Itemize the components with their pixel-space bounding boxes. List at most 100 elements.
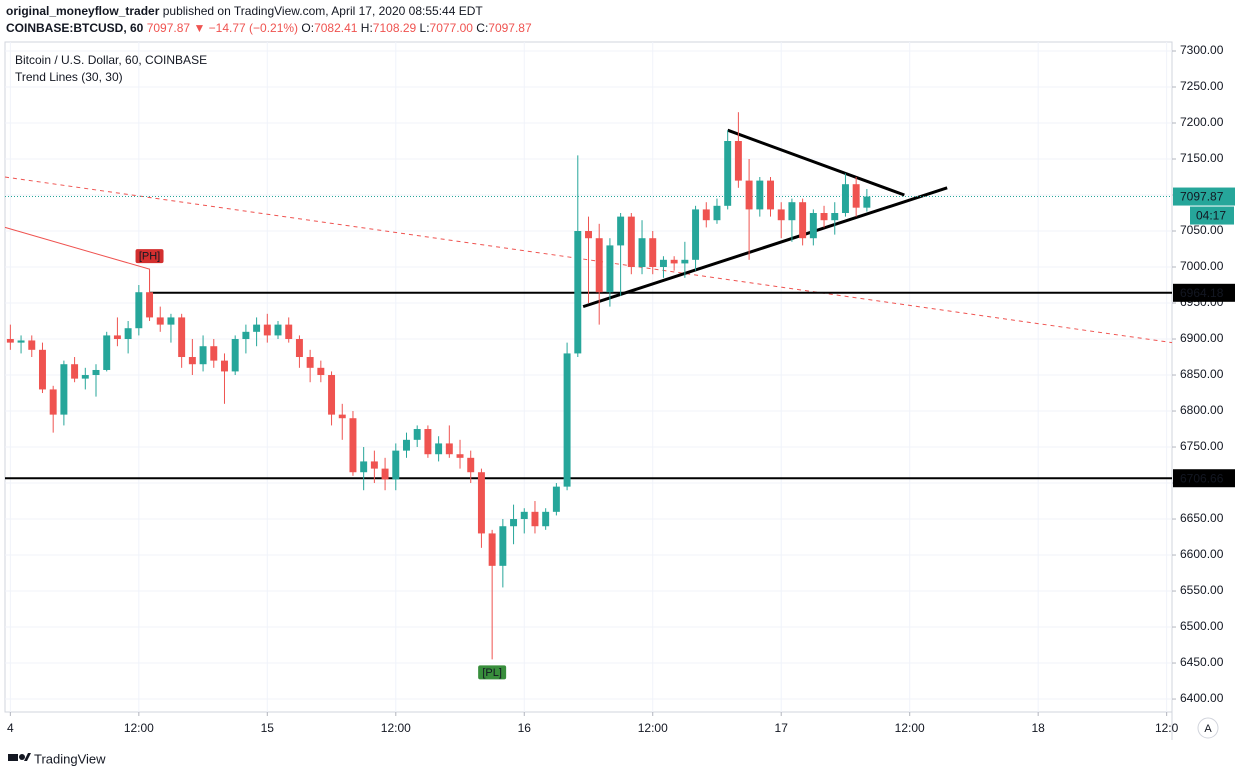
ohlc-3-key: C: bbox=[476, 21, 489, 35]
candle-body bbox=[724, 141, 732, 206]
candle-body bbox=[242, 331, 250, 340]
candle-body bbox=[92, 369, 100, 376]
candle-body bbox=[467, 457, 475, 473]
annotation-label: [PL] bbox=[482, 667, 502, 679]
candle-body bbox=[413, 429, 421, 440]
y-tick-label: 6450.00 bbox=[1180, 655, 1224, 669]
candle-body bbox=[681, 259, 689, 264]
y-tick-label: 7150.00 bbox=[1180, 151, 1224, 165]
candle-body bbox=[841, 184, 849, 214]
candle-body bbox=[595, 238, 603, 293]
candle-body bbox=[103, 335, 111, 370]
candle-body bbox=[306, 357, 314, 368]
last-price-label: 7097.87 bbox=[1180, 190, 1224, 204]
published: published on TradingView.com, April 17, … bbox=[162, 4, 483, 18]
y-tick-label: 6600.00 bbox=[1180, 547, 1224, 561]
y-tick-label: 7000.00 bbox=[1180, 259, 1224, 273]
y-tick-label: 7250.00 bbox=[1180, 79, 1224, 93]
candle-body bbox=[552, 486, 560, 512]
candle-body bbox=[328, 375, 336, 415]
plot-frame bbox=[4, 41, 1173, 713]
last-price: 7097.87 bbox=[146, 21, 191, 35]
header-line-2: COINBASE:BTCUSD, 60 7097.87 ▼ −14.77 (−0… bbox=[6, 21, 532, 35]
y-tick-label: 6650.00 bbox=[1180, 511, 1224, 525]
candle-body bbox=[274, 324, 282, 336]
annotation-box bbox=[135, 249, 164, 264]
auto-scale-button[interactable] bbox=[1197, 717, 1219, 739]
candle-body bbox=[317, 367, 325, 376]
candle-body bbox=[734, 141, 742, 181]
footer-brand: TradingView bbox=[34, 751, 106, 766]
candle-body bbox=[574, 231, 582, 354]
candle-body bbox=[71, 364, 79, 379]
y-tick-label: 6900.00 bbox=[1180, 331, 1224, 345]
candle-body bbox=[756, 180, 764, 210]
y-tick-label: 7050.00 bbox=[1180, 223, 1224, 237]
y-tick-label: 6500.00 bbox=[1180, 619, 1224, 633]
candle-body bbox=[477, 472, 485, 534]
x-tick-label: 12:00 bbox=[638, 721, 668, 735]
candle-body bbox=[499, 526, 507, 566]
ohlc-0-key: O: bbox=[301, 21, 315, 35]
candle-body bbox=[360, 461, 368, 473]
candle-body bbox=[124, 328, 132, 340]
candle-body bbox=[338, 414, 346, 419]
candle-body bbox=[520, 511, 528, 520]
ohlc-3-value: 7097.87 bbox=[488, 21, 532, 35]
candle-body bbox=[670, 259, 678, 264]
ohlc-0-value: 7082.41 bbox=[314, 21, 358, 35]
candle-body bbox=[649, 238, 657, 268]
candle-body bbox=[403, 439, 410, 451]
countdown-box bbox=[1190, 206, 1234, 225]
candle-body bbox=[392, 450, 400, 480]
candle-body bbox=[135, 292, 143, 329]
candle-body bbox=[488, 533, 496, 566]
candle-body bbox=[777, 209, 785, 221]
candle-body bbox=[638, 238, 646, 268]
candle-body bbox=[445, 443, 453, 455]
candle-body bbox=[178, 317, 186, 358]
hline-label: 6706.66 bbox=[1180, 471, 1224, 485]
candle-body bbox=[456, 454, 464, 458]
candle-body bbox=[221, 360, 228, 372]
candle-body bbox=[531, 511, 539, 527]
symbol: COINBASE:BTCUSD, 60 bbox=[6, 21, 144, 35]
annotation-box bbox=[478, 665, 507, 680]
candle-body bbox=[370, 461, 378, 469]
candle-body bbox=[210, 346, 218, 361]
change: ▼ −14.77 (−0.21%) bbox=[193, 21, 299, 35]
ohlc-1-key: H: bbox=[360, 21, 373, 35]
candle-body bbox=[788, 202, 796, 221]
candle-body bbox=[253, 324, 261, 332]
x-tick-label: 12:00 bbox=[124, 721, 154, 735]
y-tick-label: 7300.00 bbox=[1180, 43, 1224, 57]
x-tick-label: 16 bbox=[518, 721, 532, 735]
candle-body bbox=[263, 324, 271, 336]
x-tick-label: 15 bbox=[261, 721, 275, 735]
trend-line bbox=[727, 128, 905, 197]
auto-scale-label[interactable]: A bbox=[1204, 723, 1212, 735]
legend-indicator: Trend Lines (30, 30) bbox=[15, 70, 123, 84]
candle-body bbox=[49, 389, 57, 415]
candle-body bbox=[38, 349, 46, 390]
candle-body bbox=[381, 468, 389, 480]
trend-line bbox=[582, 186, 948, 309]
candle-body bbox=[6, 339, 14, 343]
candle-body bbox=[627, 216, 635, 268]
candle-body bbox=[820, 213, 828, 221]
x-tick-label: 12:00 bbox=[895, 721, 925, 735]
hline-label: 6964.18 bbox=[1180, 286, 1224, 300]
ohlc-1-value: 7108.29 bbox=[372, 21, 417, 35]
annotation-label: [PH] bbox=[139, 251, 160, 263]
tv-logo bbox=[8, 753, 31, 761]
candle-body bbox=[81, 375, 89, 379]
x-tick-label: 12:00 bbox=[381, 721, 411, 735]
candle-body bbox=[146, 292, 154, 318]
y-tick-label: 7200.00 bbox=[1180, 115, 1224, 129]
candle-body bbox=[510, 519, 518, 527]
candle-body bbox=[852, 184, 860, 208]
candle-body bbox=[563, 353, 571, 487]
candle-body bbox=[167, 317, 175, 325]
y-tick-label: 6750.00 bbox=[1180, 439, 1224, 453]
candle-body bbox=[659, 259, 667, 268]
